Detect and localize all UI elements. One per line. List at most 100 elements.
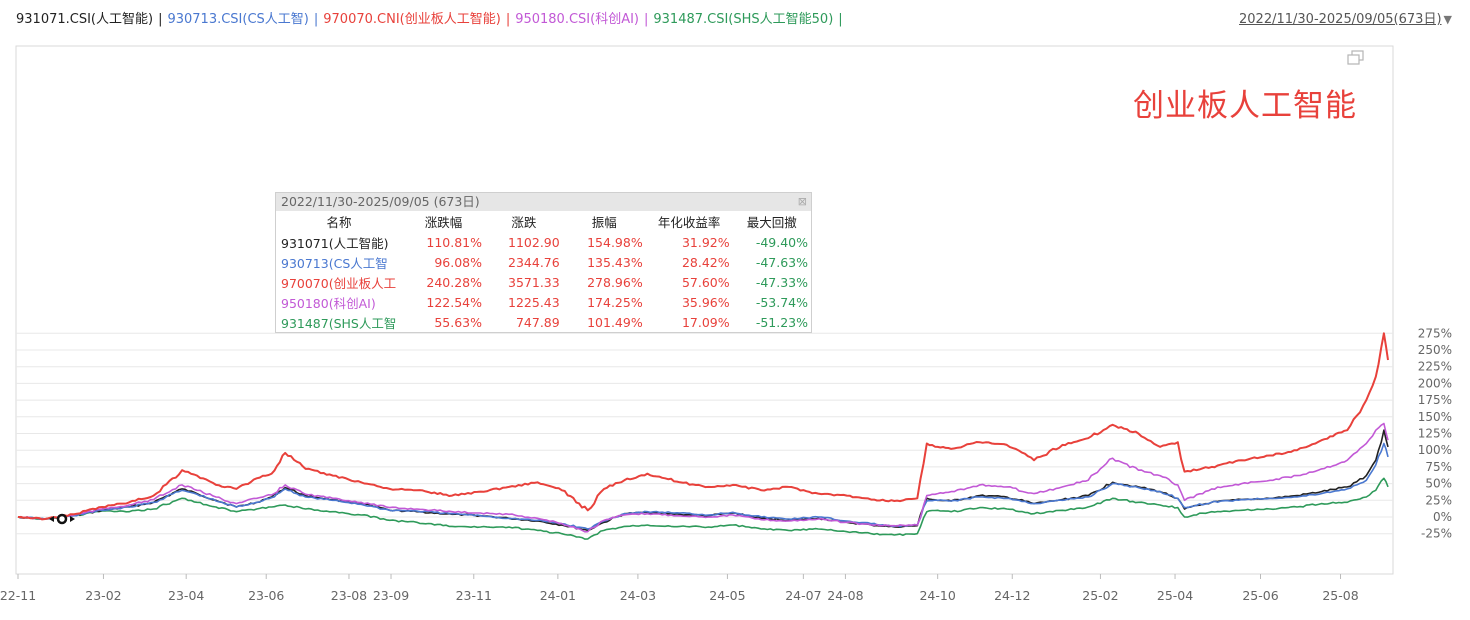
series-line[interactable]	[17, 477, 1389, 540]
legend-item[interactable]: 930713.CSI(CS人工智)	[167, 12, 309, 27]
legend-bar: 931071.CSI(人工智能) | 930713.CSI(CS人工智) | 97007…	[16, 8, 848, 27]
y-tick-label: 250%	[1418, 343, 1452, 357]
summary-row: 930713(CS人工智 96.08% 2344.76 135.43% 28.42% -4…	[276, 252, 811, 272]
summary-row: 931487(SHS人工智 55.63% 747.89 101.49% 17.09% -5…	[276, 312, 811, 332]
cell-change-pct: 110.81%	[426, 234, 482, 250]
legend-separator: |	[158, 12, 163, 27]
start-point-marker[interactable]	[56, 513, 68, 525]
summary-table-popup: 2022/11/30-2025/09/05 (673日) ⊠ 名称 涨跌幅 涨跌 振幅…	[275, 192, 812, 333]
x-tick-label: 24-08	[827, 588, 863, 603]
start-point-marker[interactable]	[49, 513, 75, 525]
x-tick-label: 24-05	[709, 588, 745, 603]
legend-item[interactable]: 970070.CNI(创业板人工智能)	[323, 12, 501, 27]
expand-window-icon[interactable]	[1347, 50, 1365, 66]
column-header: 年化收益率	[657, 215, 721, 230]
legend-separator: |	[505, 12, 511, 27]
legend-separator: |	[313, 12, 319, 27]
x-tick-label: 24-01	[540, 588, 576, 603]
cell-change: 3571.33	[508, 274, 560, 290]
cell-max-drawdown: -51.23%	[755, 314, 808, 330]
cell-change: 1102.90	[508, 234, 560, 250]
plot-frame	[15, 45, 1394, 575]
y-tick-label: 100%	[1418, 443, 1452, 457]
column-header: 最大回撤	[746, 215, 797, 230]
series-lines	[17, 332, 1389, 540]
summary-header: 2022/11/30-2025/09/05 (673日) ⊠	[276, 193, 811, 211]
y-tick-label: -25%	[1421, 527, 1452, 541]
summary-column-headers: 名称 涨跌幅 涨跌 振幅 年化收益率 最大回撤	[276, 211, 811, 232]
marker-arrow-right	[70, 516, 75, 523]
cell-change-pct: 122.54%	[426, 294, 482, 310]
date-range-text[interactable]: 2022/11/30-2025/09/05(673日)	[1239, 12, 1442, 27]
cell-change: 747.89	[515, 314, 560, 330]
cell-annualized: 35.96%	[681, 294, 730, 310]
summary-row: 970070(创业板人工 240.28% 3571.33 278.96% 57.60% -…	[276, 272, 811, 292]
legend-separator: |	[838, 12, 843, 27]
y-tick-label: 25%	[1425, 493, 1452, 507]
cell-amplitude: 101.49%	[587, 314, 643, 330]
x-tick-label: 23-06	[248, 588, 284, 603]
cell-amplitude: 174.25%	[587, 294, 643, 310]
x-tick-label: 25-04	[1157, 588, 1193, 603]
cell-annualized: 31.92%	[681, 234, 730, 250]
cell-max-drawdown: -47.63%	[755, 254, 808, 270]
cell-max-drawdown: -47.33%	[755, 274, 808, 290]
column-header: 涨跌	[511, 215, 537, 230]
summary-date-range: 2022/11/30-2025/09/05 (673日)	[281, 194, 480, 209]
cell-name: 931071(人工智能)	[281, 235, 389, 251]
date-range-selector[interactable]: 2022/11/30-2025/09/05(673日) ▼	[1239, 8, 1452, 27]
y-tick-label: 275%	[1418, 326, 1452, 340]
cell-change-pct: 55.63%	[434, 314, 482, 330]
cell-name: 930713(CS人工智	[281, 255, 388, 271]
x-tick-label: 24-07	[785, 588, 821, 603]
y-axis-ticks: -25% 0% 25% 50% 75% 100% 125% 150% 175% 200% 225% 2…	[1418, 326, 1452, 540]
legend-item[interactable]: 931071.CSI(人工智能)	[16, 12, 154, 27]
cell-change: 1225.43	[508, 294, 560, 310]
cell-amplitude: 154.98%	[587, 234, 643, 250]
legend-item[interactable]: 950180.CSI(科创AI)	[515, 12, 639, 27]
x-tick-label: 25-08	[1322, 588, 1358, 603]
series-line[interactable]	[17, 442, 1389, 530]
series-line[interactable]	[17, 422, 1389, 533]
cell-annualized: 28.42%	[681, 254, 730, 270]
summary-table: 名称 涨跌幅 涨跌 振幅 年化收益率 最大回撤 931071(人工智能) 110.81% 11…	[276, 211, 811, 332]
caret-down-icon[interactable]: ▼	[1443, 13, 1452, 26]
y-tick-label: 125%	[1418, 427, 1452, 441]
grid-lines	[15, 45, 1394, 575]
x-tick-label: 24-10	[919, 588, 955, 603]
y-tick-label: 0%	[1433, 510, 1452, 524]
cell-name: 950180(科创AI)	[281, 295, 376, 311]
cell-change-pct: 96.08%	[434, 254, 482, 270]
cell-max-drawdown: -49.40%	[755, 234, 808, 250]
x-tick-label: 24-12	[994, 588, 1030, 603]
cell-annualized: 17.09%	[681, 314, 730, 330]
x-tick-label: 25-02	[1082, 588, 1118, 603]
x-axis-ticks: 22-11 23-02 23-04 23-06 23-08 23-09 23-11 24-01…	[0, 574, 1359, 603]
x-tick-label: 25-06	[1242, 588, 1278, 603]
close-icon[interactable]: ⊠	[797, 195, 807, 208]
x-tick-label: 22-11	[0, 588, 36, 603]
y-tick-label: 175%	[1418, 393, 1452, 407]
legend-item[interactable]: 931487.CSI(SHS人工智能50)	[653, 12, 834, 27]
cell-annualized: 57.60%	[681, 274, 730, 290]
x-tick-label: 23-02	[85, 588, 121, 603]
cell-max-drawdown: -53.74%	[755, 294, 808, 310]
series-line[interactable]	[18, 332, 1389, 521]
summary-rows: 931071(人工智能) 110.81% 1102.90 154.98% 31.92% -…	[276, 232, 811, 332]
column-header: 振幅	[591, 215, 617, 230]
cell-name: 970070(创业板人工	[281, 275, 397, 291]
cell-amplitude: 135.43%	[587, 254, 643, 270]
cell-change-pct: 240.28%	[426, 274, 482, 290]
x-tick-label: 23-04	[168, 588, 204, 603]
x-tick-label: 23-09	[373, 588, 409, 603]
chart-annotation: 创业板人工智能	[1133, 88, 1357, 124]
legend-separator: |	[644, 12, 649, 27]
summary-row: 931071(人工智能) 110.81% 1102.90 154.98% 31.92% -…	[276, 232, 811, 252]
column-header: 名称	[326, 215, 352, 230]
cell-name: 931487(SHS人工智	[281, 315, 397, 331]
x-tick-label: 23-08	[331, 588, 367, 603]
y-tick-label: 75%	[1425, 460, 1452, 474]
y-tick-label: 225%	[1418, 360, 1452, 374]
y-tick-label: 50%	[1425, 477, 1452, 491]
